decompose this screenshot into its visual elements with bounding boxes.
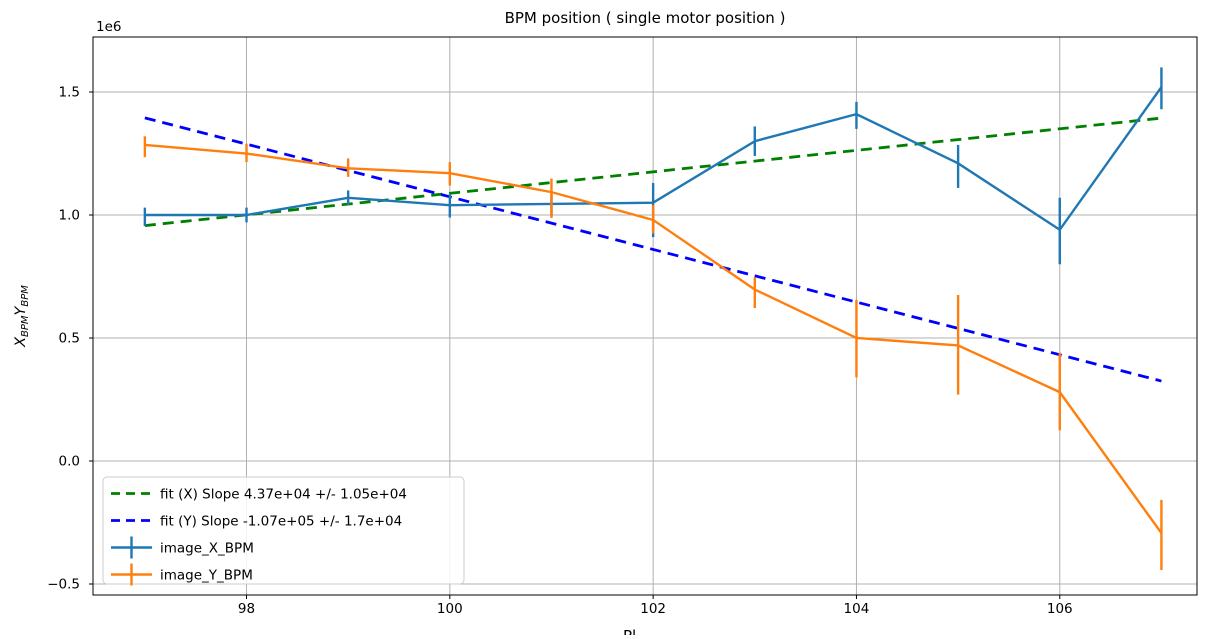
legend-box	[102, 476, 465, 585]
tick-layer: 98 100 102 104 106 −0.5 0.0 0.5 1.0 1.5	[47, 85, 1072, 617]
fit-line	[144, 116, 1162, 383]
y-axis-label-text: XBPM​YBPM​	[13, 285, 31, 348]
x-tick-label: 106	[1047, 601, 1073, 617]
x-tick-label: 98	[238, 601, 255, 617]
legend-label: image_X_BPM	[160, 540, 254, 556]
axes-frame	[92, 36, 1198, 596]
legend-label: fit (Y) Slope -1.07e+05 +/- 1.7e+04	[160, 513, 402, 529]
x-axis-label-clipped: Pl	[623, 627, 636, 635]
y-tick-label: 1.5	[59, 85, 80, 101]
chart-title: BPM position ( single motor position )	[505, 9, 786, 27]
legend: fit (X) Slope 4.37e+04 +/- 1.05e+04 fit (…	[102, 476, 465, 586]
data-layer	[143, 67, 1163, 570]
y-tick-label: 0.5	[59, 331, 80, 347]
y-axis-offset-label: 1e6	[96, 19, 121, 35]
fit-line	[144, 116, 1162, 227]
y-tick-label: 1.0	[59, 208, 80, 224]
x-tick-label: 102	[640, 601, 666, 617]
y-tick-label: 0.0	[59, 454, 80, 470]
legend-label: fit (X) Slope 4.37e+04 +/- 1.05e+04	[160, 486, 407, 502]
x-tick-label: 104	[844, 601, 870, 617]
y-axis-label: XBPM​YBPM​	[13, 285, 31, 348]
y-tick-label: −0.5	[47, 577, 80, 593]
legend-label: image_Y_BPM	[160, 567, 253, 583]
series-line-image_Y_BPM	[144, 143, 1163, 534]
x-tick-label: 100	[437, 601, 463, 617]
series-line-image_X_BPM	[144, 86, 1163, 232]
